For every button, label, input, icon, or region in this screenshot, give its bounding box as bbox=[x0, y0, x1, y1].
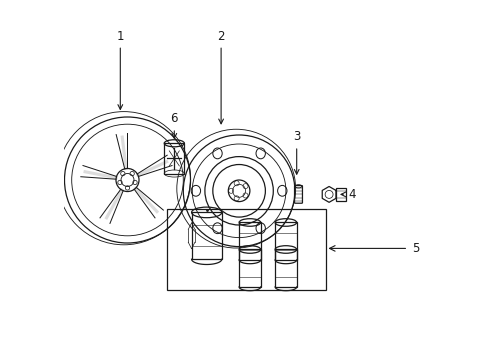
Text: 6: 6 bbox=[170, 112, 178, 138]
Text: 5: 5 bbox=[411, 242, 418, 255]
Bar bbox=[164, 143, 184, 174]
Bar bbox=[239, 222, 260, 260]
Bar bbox=[191, 212, 222, 259]
Bar bbox=[167, 209, 325, 290]
Text: 3: 3 bbox=[292, 130, 300, 174]
Bar bbox=[239, 249, 260, 287]
Bar bbox=[275, 249, 296, 287]
Text: 1: 1 bbox=[116, 30, 124, 109]
Bar bbox=[335, 188, 346, 201]
Bar bbox=[275, 222, 296, 260]
Text: 4: 4 bbox=[340, 188, 356, 201]
Text: 2: 2 bbox=[217, 30, 224, 124]
